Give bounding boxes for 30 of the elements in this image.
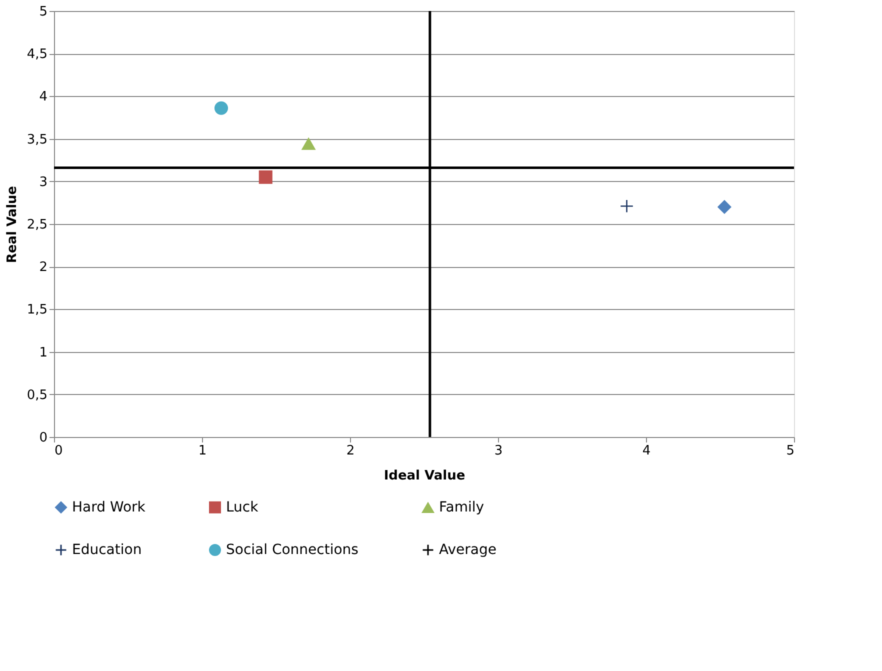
x-tick-label: 2 [346, 444, 355, 458]
point [258, 170, 272, 184]
legend-label: Average [439, 542, 496, 558]
x-tick-label: 3 [494, 444, 503, 458]
y-tick-label: 5 [39, 4, 48, 20]
x-axis-title: Ideal Value [384, 468, 466, 484]
y-tick-label: 2 [39, 260, 48, 276]
x-tick-label: 0 [54, 444, 63, 458]
y-axis-title: Real Value [4, 186, 20, 264]
point [214, 101, 228, 115]
y-tick-label: 2,5 [26, 218, 48, 232]
y-tick-label: 3,5 [26, 132, 48, 148]
y-tick-label: 0 [39, 430, 48, 446]
y-tick-label: 4,5 [26, 47, 48, 62]
legend-label: Luck [226, 499, 260, 516]
legend-label: Education [72, 542, 142, 558]
point [718, 200, 732, 214]
legend-label: Family [439, 500, 484, 516]
y-tick-label: 0,5 [26, 388, 48, 403]
point [302, 138, 316, 150]
y-tick-label: 1,5 [26, 302, 48, 318]
x-tick-label: 1 [198, 444, 207, 458]
point [620, 199, 634, 213]
x-tick-label: 5 [786, 444, 794, 458]
y-tick-label: 3 [39, 174, 48, 190]
y-tick-label: 1 [39, 345, 48, 360]
legend-label: Social Connections [226, 542, 358, 558]
y-tick-label: 4 [39, 90, 48, 105]
x-tick-label: 4 [642, 444, 651, 458]
legend-label: Hard Work [72, 499, 146, 516]
